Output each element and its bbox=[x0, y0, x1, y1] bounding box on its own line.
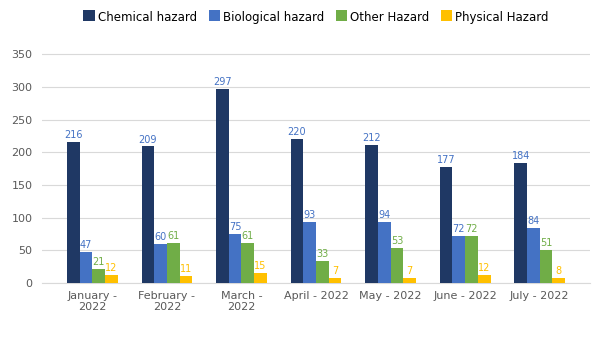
Text: 15: 15 bbox=[254, 261, 267, 271]
Text: 12: 12 bbox=[105, 263, 117, 273]
Bar bbox=[105, 275, 118, 283]
Bar bbox=[291, 139, 303, 283]
Bar bbox=[527, 228, 540, 283]
Text: 8: 8 bbox=[556, 266, 562, 276]
Text: 209: 209 bbox=[138, 135, 157, 145]
Text: 220: 220 bbox=[288, 127, 306, 137]
Bar bbox=[329, 278, 341, 283]
Text: 216: 216 bbox=[64, 130, 82, 140]
Bar bbox=[378, 221, 391, 283]
Text: 212: 212 bbox=[362, 132, 381, 142]
Bar bbox=[391, 248, 403, 283]
Text: 7: 7 bbox=[406, 266, 413, 276]
Text: 177: 177 bbox=[437, 155, 456, 165]
Text: 11: 11 bbox=[180, 264, 192, 274]
Bar bbox=[179, 276, 192, 283]
Bar bbox=[403, 278, 416, 283]
Bar bbox=[92, 269, 105, 283]
Bar bbox=[254, 273, 267, 283]
Text: 94: 94 bbox=[378, 210, 390, 219]
Bar bbox=[67, 142, 79, 283]
Bar bbox=[440, 167, 453, 283]
Text: 53: 53 bbox=[391, 236, 403, 246]
Bar bbox=[465, 236, 478, 283]
Bar bbox=[167, 243, 179, 283]
Text: 21: 21 bbox=[93, 257, 105, 267]
Bar bbox=[514, 163, 527, 283]
Bar bbox=[303, 222, 316, 283]
Text: 12: 12 bbox=[478, 263, 491, 273]
Bar bbox=[453, 236, 465, 283]
Bar bbox=[540, 250, 553, 283]
Text: 7: 7 bbox=[332, 266, 338, 276]
Bar bbox=[316, 262, 329, 283]
Bar bbox=[478, 275, 491, 283]
Text: 184: 184 bbox=[512, 151, 530, 161]
Bar bbox=[141, 147, 154, 283]
Text: 297: 297 bbox=[213, 77, 232, 87]
Text: 60: 60 bbox=[155, 232, 167, 242]
Text: 61: 61 bbox=[242, 231, 254, 241]
Text: 84: 84 bbox=[527, 216, 539, 226]
Text: 72: 72 bbox=[465, 224, 478, 234]
Text: 72: 72 bbox=[453, 224, 465, 234]
Text: 51: 51 bbox=[540, 238, 552, 248]
Bar bbox=[365, 145, 378, 283]
Bar bbox=[216, 89, 229, 283]
Text: 75: 75 bbox=[229, 222, 241, 232]
Bar bbox=[241, 243, 254, 283]
Bar bbox=[79, 252, 92, 283]
Legend: Chemical hazard, Biological hazard, Other Hazard, Physical Hazard: Chemical hazard, Biological hazard, Othe… bbox=[84, 11, 548, 24]
Bar bbox=[229, 234, 241, 283]
Text: 33: 33 bbox=[316, 249, 329, 259]
Text: 47: 47 bbox=[80, 240, 92, 250]
Text: 61: 61 bbox=[167, 231, 179, 241]
Bar bbox=[553, 278, 565, 283]
Text: 93: 93 bbox=[303, 210, 316, 220]
Bar bbox=[154, 244, 167, 283]
